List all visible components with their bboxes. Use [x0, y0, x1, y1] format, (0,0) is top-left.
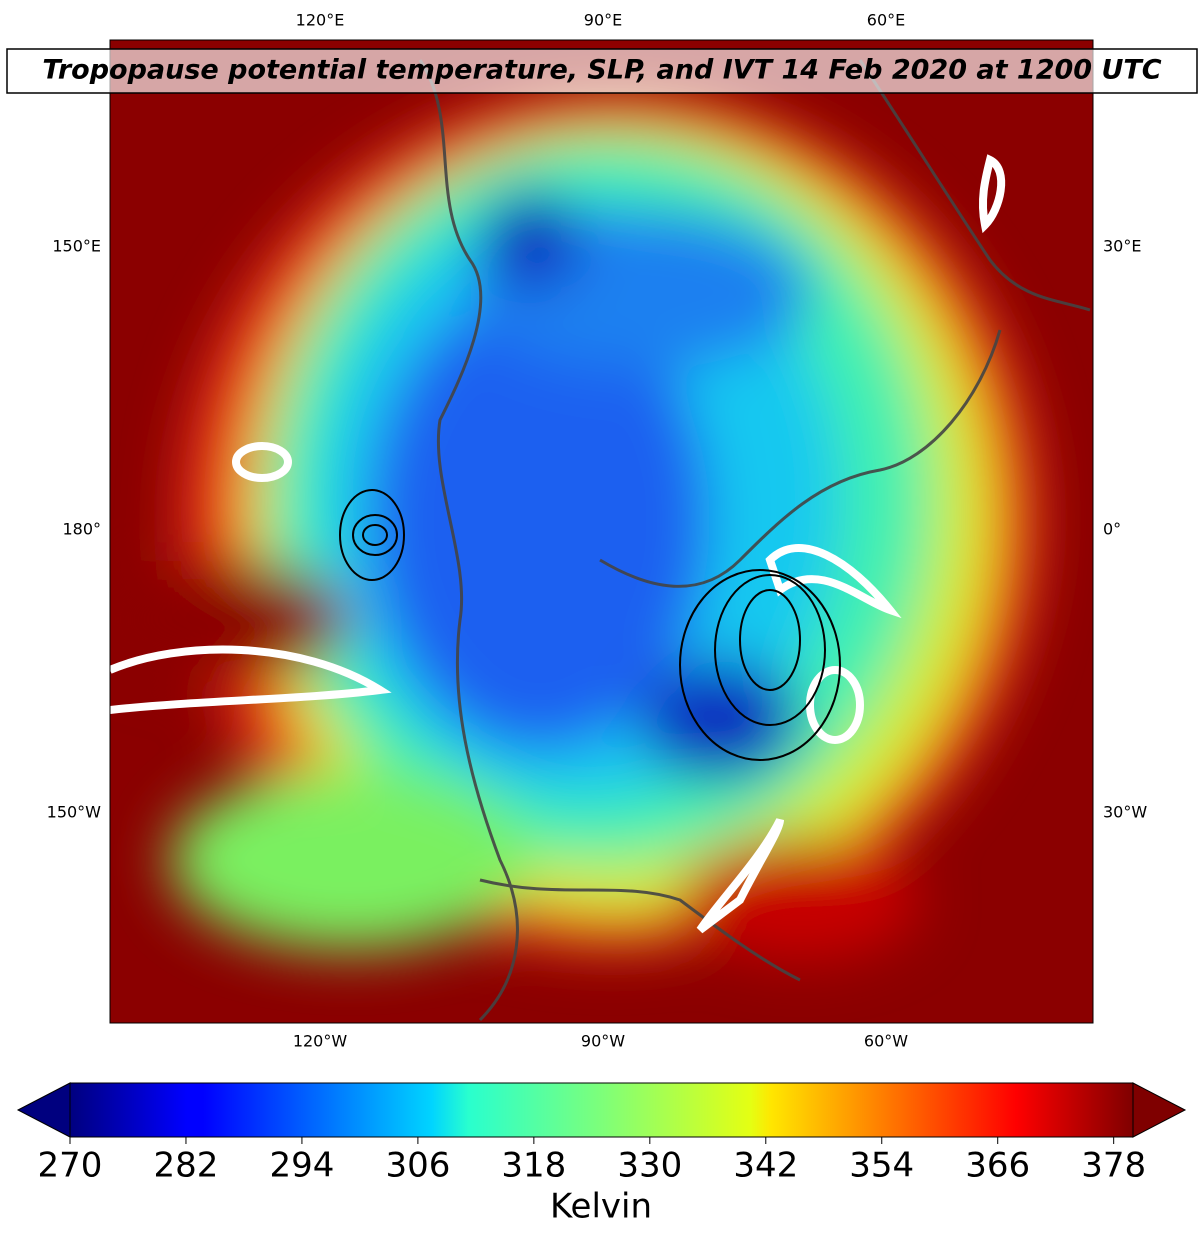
lon-label: 60°E: [867, 11, 905, 30]
lon-label: 90°E: [584, 11, 622, 30]
lon-label: 30°W: [1103, 803, 1147, 822]
colorbar-ticks: 270 282 294 306 318 330 342 354 366 378: [38, 1137, 1146, 1186]
lon-label: 150°W: [47, 803, 102, 822]
graticule-labels: 120°E 90°E 60°E 120°W 90°W 60°W 150°E 180° 150°W…: [47, 11, 1148, 1051]
colorbar-tick-label: 306: [385, 1146, 450, 1186]
colorbar-tick-label: 378: [1081, 1146, 1146, 1186]
lon-label: 150°E: [52, 237, 101, 256]
lon-label: 120°E: [296, 11, 345, 30]
colorbar-tick-label: 294: [269, 1146, 334, 1186]
title-box: [6, 48, 1198, 94]
colorbar-tick-label: 330: [617, 1146, 682, 1186]
colorbar-tick-label: 318: [501, 1146, 566, 1186]
lon-label: 30°E: [1103, 237, 1141, 256]
colorbar-extend-low: [16, 1082, 71, 1138]
slp-contours: [339, 489, 841, 761]
colorbar-tick-label: 354: [849, 1146, 914, 1186]
lon-label: 180°: [62, 520, 101, 539]
colorbar-tick-label: 366: [965, 1146, 1030, 1186]
colorbar-tick-label: 270: [38, 1146, 103, 1186]
lon-label: 120°W: [293, 1032, 348, 1051]
colorbar: [69, 1082, 1134, 1138]
colorbar-extend-high: [1132, 1082, 1187, 1138]
colorbar-tick-label: 282: [154, 1146, 219, 1186]
coastlines: [418, 59, 1091, 1022]
lon-label: 90°W: [581, 1032, 625, 1051]
colorbar-label: Kelvin: [550, 1187, 652, 1227]
lon-label: 0°: [1103, 520, 1121, 539]
map: [110, 40, 1093, 1023]
ivt-contours: [110, 154, 1006, 934]
lon-label: 60°W: [864, 1032, 908, 1051]
colorbar-tick-label: 342: [733, 1146, 798, 1186]
title: Tropopause potential temperature, SLP, a…: [42, 55, 1161, 86]
map-frame: [109, 39, 1094, 1024]
